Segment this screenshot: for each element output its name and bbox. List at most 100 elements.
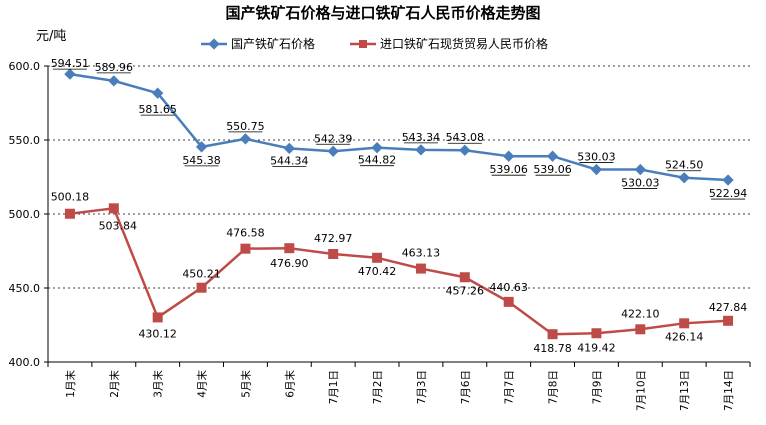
data-point-domestic xyxy=(503,150,515,162)
data-label-domestic: 543.08 xyxy=(446,131,485,144)
series-line-imported xyxy=(69,207,729,336)
data-point-imported xyxy=(284,243,295,254)
data-label-domestic: 524.50 xyxy=(665,159,704,172)
legend-marker-imported xyxy=(359,40,367,48)
data-point-domestic xyxy=(371,142,383,154)
legend-label-domestic: 国产铁矿石价格 xyxy=(231,36,315,51)
data-point-domestic xyxy=(546,150,559,162)
y-tick-label: 600.0 xyxy=(9,60,41,73)
data-point-imported xyxy=(415,263,426,274)
legend-marker-domestic xyxy=(208,38,220,50)
data-label-domestic: 581.65 xyxy=(138,103,177,116)
data-label-imported: 476.90 xyxy=(270,257,309,270)
data-label-domestic: 545.38 xyxy=(182,154,221,167)
data-point-imported xyxy=(547,329,558,340)
x-tick-label: 7月7日 xyxy=(504,370,516,404)
data-point-domestic xyxy=(415,144,427,156)
legend-item-imported: 进口铁矿石现货贸易人民币价格 xyxy=(350,36,548,51)
axes: 400.0 450.0 500.0 550.0 600.0 1月末 2月末 3月末 4月末 5月末… xyxy=(9,60,751,411)
data-point-imported xyxy=(591,328,602,339)
x-tick-label: 7月8日 xyxy=(548,370,560,404)
x-tick-label: 7月10日 xyxy=(635,370,647,411)
data-point-domestic xyxy=(590,163,603,176)
data-point-domestic xyxy=(459,144,471,156)
x-tick-label: 7月14日 xyxy=(723,370,735,411)
gridlines xyxy=(48,65,750,289)
data-point-domestic xyxy=(195,141,208,153)
data-point-domestic xyxy=(239,133,252,145)
data-point-imported xyxy=(64,208,75,219)
data-point-imported xyxy=(635,324,646,335)
data-point-imported xyxy=(240,243,251,254)
data-label-domestic: 542.39 xyxy=(314,132,353,145)
data-label-imported: 440.63 xyxy=(489,281,528,294)
x-tick-label: 2月末 xyxy=(108,370,121,398)
data-label-imported: 418.78 xyxy=(533,342,572,355)
x-tick-label: 1月末 xyxy=(64,370,77,398)
data-label-domestic: 543.34 xyxy=(402,131,441,144)
x-tick-label: 7月9日 xyxy=(591,370,603,404)
data-label-domestic: 539.06 xyxy=(489,163,528,176)
x-tick-label: 5月末 xyxy=(239,370,252,398)
data-label-imported: 476.58 xyxy=(226,227,265,240)
data-point-imported xyxy=(679,318,690,329)
data-labels: 594.51 589.96 581.65 545.38 550.75 544.34 542.… xyxy=(51,57,748,355)
data-label-domestic: 589.96 xyxy=(95,61,134,74)
data-label-domestic: 544.82 xyxy=(358,154,397,167)
data-label-domestic: 550.75 xyxy=(226,120,265,133)
data-point-domestic xyxy=(283,142,295,155)
data-point-imported xyxy=(723,315,734,326)
data-label-imported: 430.12 xyxy=(138,327,177,340)
data-label-imported: 472.97 xyxy=(314,232,353,245)
data-label-domestic: 522.94 xyxy=(709,187,748,200)
x-tick-label: 3月末 xyxy=(152,370,165,398)
data-label-domestic: 530.03 xyxy=(577,151,616,164)
x-tick-label: 4月末 xyxy=(196,370,209,398)
y-axis-unit: 元/吨 xyxy=(36,29,66,44)
data-point-imported xyxy=(503,296,514,307)
x-tick-label: 7月6日 xyxy=(460,370,472,404)
data-point-imported xyxy=(108,203,119,214)
legend: 国产铁矿石价格 进口铁矿石现货贸易人民币价格 xyxy=(201,36,548,51)
data-label-domestic: 594.51 xyxy=(51,57,90,70)
x-tick-label: 7月3日 xyxy=(416,370,428,404)
data-point-domestic xyxy=(64,68,76,80)
data-label-imported: 450.21 xyxy=(182,268,221,281)
x-tick-label: 7月1日 xyxy=(328,370,340,404)
data-point-imported xyxy=(328,249,339,260)
data-label-imported: 426.14 xyxy=(665,330,704,343)
data-point-domestic xyxy=(327,145,339,157)
data-label-imported: 500.18 xyxy=(51,191,90,204)
data-label-imported: 470.42 xyxy=(358,265,397,278)
y-tick-label: 400.0 xyxy=(9,356,41,369)
data-label-imported: 463.13 xyxy=(402,247,441,260)
data-point-imported xyxy=(459,272,470,283)
data-label-imported: 422.10 xyxy=(621,307,660,320)
data-point-domestic xyxy=(634,163,646,176)
data-label-imported: 503.84 xyxy=(99,219,138,232)
x-tick-label: 7月13日 xyxy=(679,370,691,411)
legend-label-imported: 进口铁矿石现货贸易人民币价格 xyxy=(380,36,548,51)
x-tick-label: 7月2日 xyxy=(372,370,384,404)
data-point-domestic xyxy=(678,172,690,184)
data-point-domestic xyxy=(108,75,120,87)
data-label-imported: 457.26 xyxy=(446,284,485,297)
data-point-imported xyxy=(372,252,383,263)
data-point-imported xyxy=(152,312,163,323)
data-label-domestic: 530.03 xyxy=(621,177,660,190)
data-label-domestic: 544.34 xyxy=(270,154,309,167)
data-label-domestic: 539.06 xyxy=(533,163,572,176)
data-point-imported xyxy=(196,282,207,293)
series-line-domestic xyxy=(69,72,729,182)
data-label-imported: 427.84 xyxy=(709,301,748,314)
data-label-imported: 419.42 xyxy=(577,341,616,354)
x-tick-label: 6月末 xyxy=(283,370,296,398)
legend-item-domestic: 国产铁矿石价格 xyxy=(201,36,315,51)
y-tick-label: 450.0 xyxy=(9,282,41,295)
y-tick-label: 500.0 xyxy=(9,208,41,221)
y-tick-label: 550.0 xyxy=(9,134,41,147)
series xyxy=(64,68,734,340)
data-point-domestic xyxy=(722,174,734,186)
chart-title: 国产铁矿石价格与进口铁矿石人民币价格走势图 xyxy=(225,4,540,22)
